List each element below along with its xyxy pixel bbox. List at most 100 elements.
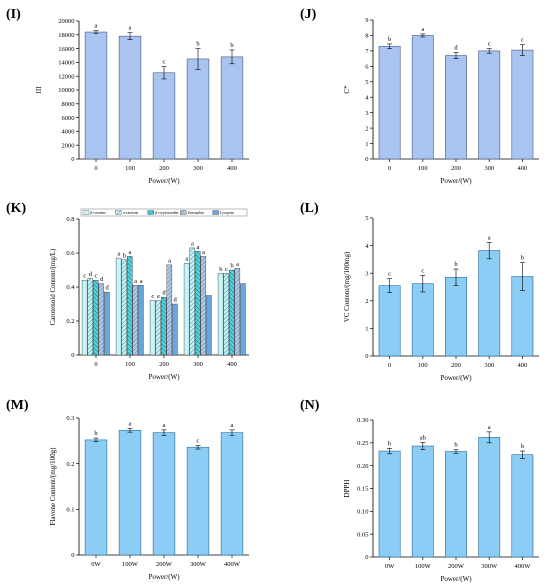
significance-label: b <box>388 36 391 43</box>
x-axis-title: Power/(W) <box>148 177 180 185</box>
bar-2 <box>161 297 167 356</box>
y-tick-label: 3 <box>365 270 368 277</box>
panel-label: (M) <box>6 398 29 413</box>
y-tick-label: 0.15 <box>357 486 368 493</box>
x-tick-label: 300W <box>481 563 498 570</box>
chart-panel-4: (M) 0 0.1 0.2 0.3 Flavone Content/(mg/100g) Po… <box>6 398 249 581</box>
y-tick-label: 9 <box>365 17 368 24</box>
x-tick-label: 400 <box>227 165 237 172</box>
bar-4 <box>172 303 178 356</box>
bar <box>411 445 434 558</box>
bar <box>445 451 467 558</box>
x-tick-label: 0W <box>385 563 395 570</box>
bar <box>445 55 467 160</box>
significance-label: b <box>521 443 524 450</box>
significance-label: d <box>106 285 110 292</box>
x-tick-label: 300 <box>484 362 494 369</box>
x-tick-label: 300W <box>190 561 207 568</box>
y-axis-title: DPPH <box>343 480 351 498</box>
y-tick-label: 0.8 <box>66 216 74 223</box>
y-tick-label: 7 <box>365 48 369 55</box>
bar-4 <box>104 291 110 356</box>
x-axis-title: Power/(W) <box>148 573 180 581</box>
significance-label: a <box>117 251 120 258</box>
x-tick-label: 100W <box>415 563 432 570</box>
significance-label: ab <box>420 434 426 441</box>
x-tick-label: 200 <box>451 165 461 172</box>
significance-label: b <box>123 252 126 259</box>
significance-label: c <box>421 267 424 274</box>
chart-panel-0: (I)0200040006000800010000120001400016000… <box>6 7 249 185</box>
bar <box>445 277 467 357</box>
bar-3 <box>98 283 105 356</box>
x-axis-title: Power/(W) <box>440 575 472 583</box>
bar-2 <box>195 251 201 356</box>
x-tick-label: 200 <box>159 165 169 172</box>
bar <box>220 56 244 160</box>
chart-panel-3: (L) 0 1 2 3 4 5 VC Content/(mg/100mg) Power/(W) 0… <box>300 201 539 382</box>
significance-label: c <box>488 41 491 48</box>
legend-swatch <box>147 210 154 215</box>
significance-label: c <box>225 266 228 273</box>
y-tick-label: 4000 <box>62 129 75 136</box>
bar-3 <box>200 256 207 356</box>
legend-label: β-cryptoxanthin <box>155 211 178 215</box>
y-tick-label: 0 <box>71 552 74 559</box>
x-tick-label: 200 <box>451 362 461 369</box>
x-axis-title: Power/(W) <box>440 177 472 185</box>
x-tick-label: 400 <box>227 361 237 368</box>
y-tick-label: 5 <box>365 215 368 222</box>
y-axis-title: VC Content/(mg/100mg) <box>343 251 351 322</box>
bar-3 <box>132 285 139 356</box>
legend-frame <box>80 208 248 217</box>
significance-label: c <box>197 437 200 444</box>
bar <box>186 58 210 160</box>
bar <box>118 35 142 160</box>
y-tick-label: 18000 <box>58 32 74 39</box>
significance-label: d <box>162 290 166 297</box>
y-tick-label: 0.1 <box>66 507 74 514</box>
y-tick-label: 8 <box>365 33 368 40</box>
bar <box>511 49 534 160</box>
panel-label: (L) <box>300 201 319 216</box>
bar <box>84 439 108 556</box>
legend-swatch <box>180 210 187 215</box>
y-axis-title: C* <box>343 85 351 94</box>
bar <box>478 50 501 160</box>
significance-label: b <box>219 266 222 273</box>
y-tick-label: 6 <box>365 64 369 71</box>
y-tick-label: 0.20 <box>357 463 368 470</box>
significance-label: a <box>197 244 200 251</box>
significance-label: c <box>163 59 166 66</box>
significance-label: b <box>454 261 457 268</box>
y-tick-label: 0.2 <box>66 318 74 325</box>
bar-0 <box>81 280 88 356</box>
y-tick-label: 0.2 <box>66 461 74 468</box>
y-tick-label: 2000 <box>62 142 75 149</box>
significance-label: a <box>129 249 132 256</box>
significance-label: a <box>163 422 166 429</box>
x-tick-label: 300 <box>193 361 203 368</box>
bar <box>186 446 210 556</box>
y-tick-label: 8000 <box>62 101 75 108</box>
x-tick-label: 100 <box>125 165 135 172</box>
bar-0 <box>217 273 224 356</box>
bar <box>152 72 176 160</box>
x-tick-label: 100 <box>125 361 135 368</box>
significance-label: a <box>134 278 137 285</box>
x-tick-label: 300 <box>193 165 203 172</box>
significance-label: a <box>202 249 205 256</box>
x-tick-label: 300 <box>484 165 494 172</box>
significance-label: a <box>421 26 424 33</box>
significance-label: c <box>83 273 86 280</box>
significance-label: b <box>454 442 457 449</box>
y-tick-label: 4 <box>365 243 369 250</box>
legend-label: Lycopene <box>220 211 234 215</box>
bar-1 <box>121 259 127 356</box>
y-tick-label: 12000 <box>58 73 74 80</box>
bar-0 <box>149 300 156 356</box>
x-tick-label: 400 <box>518 165 528 172</box>
significance-label: a <box>236 261 239 268</box>
y-tick-label: 6000 <box>62 115 75 122</box>
x-tick-label: 200W <box>448 563 465 570</box>
